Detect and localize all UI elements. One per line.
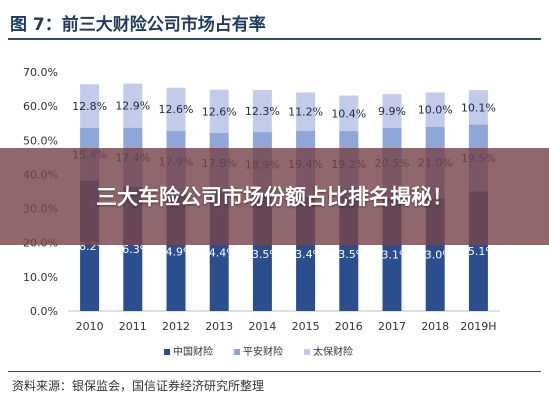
data-label: 33.1% xyxy=(375,248,410,261)
source-note: 资料来源：银保监会，国信证券经济研究所整理 xyxy=(12,379,265,393)
bar-3 xyxy=(296,92,316,131)
data-label: 10.1% xyxy=(461,101,496,114)
bar-3 xyxy=(252,90,272,133)
bar-3 xyxy=(382,94,402,128)
y-tick-label: 70.0% xyxy=(23,66,58,79)
bar-3 xyxy=(209,89,229,133)
data-label: 35.1% xyxy=(461,245,496,258)
data-label: 12.6% xyxy=(202,105,237,118)
x-tick-label: 2014 xyxy=(248,320,276,333)
data-label: 10.0% xyxy=(418,104,453,117)
bar-3 xyxy=(80,84,100,128)
legend-swatch xyxy=(304,349,310,355)
legend-swatch xyxy=(164,349,170,355)
data-label: 36.3% xyxy=(115,243,150,256)
data-label: 11.2% xyxy=(288,106,323,119)
headline-text: 三大车险公司市场份额占比排名揭秘！ xyxy=(96,184,453,209)
y-tick-label: 60.0% xyxy=(23,100,58,113)
data-label: 34.9% xyxy=(159,245,194,258)
data-label: 12.6% xyxy=(159,103,194,116)
legend-label: 太保财险 xyxy=(313,345,353,358)
x-tick-label: 2019H xyxy=(460,320,496,333)
legend-swatch xyxy=(234,349,240,355)
data-label: 33.5% xyxy=(331,248,366,261)
bar-3 xyxy=(166,87,186,131)
y-tick-label: 0.0% xyxy=(30,305,58,318)
data-label: 10.4% xyxy=(331,107,366,120)
x-tick-label: 2017 xyxy=(378,320,406,333)
data-label: 33.5% xyxy=(245,248,280,261)
data-label: 12.9% xyxy=(115,100,150,113)
y-tick-label: 50.0% xyxy=(23,134,58,147)
x-tick-label: 2015 xyxy=(292,320,320,333)
figure-title: 图 7：前三大财险公司市场占有率 xyxy=(10,15,266,35)
data-label: 33.4% xyxy=(288,248,323,261)
bar-3 xyxy=(425,92,445,127)
data-label: 12.3% xyxy=(245,105,280,118)
y-tick-label: 10.0% xyxy=(23,271,58,284)
bar-3 xyxy=(468,90,488,125)
data-label: 33.0% xyxy=(418,249,453,262)
legend-label: 平安财险 xyxy=(243,345,283,358)
data-label: 12.8% xyxy=(72,100,107,113)
x-tick-label: 2018 xyxy=(421,320,449,333)
legend-label: 中国财险 xyxy=(173,345,213,358)
bar-3 xyxy=(339,95,359,132)
source-divider xyxy=(8,371,541,372)
x-tick-label: 2011 xyxy=(119,320,147,333)
x-tick-label: 2010 xyxy=(76,320,104,333)
title-divider xyxy=(8,38,541,40)
data-label: 9.9% xyxy=(378,105,406,118)
x-tick-label: 2012 xyxy=(162,320,190,333)
x-tick-label: 2013 xyxy=(205,320,233,333)
bar-3 xyxy=(123,83,143,128)
data-label: 34.4% xyxy=(202,246,237,259)
x-tick-label: 2016 xyxy=(335,320,363,333)
headline-banner: 三大车险公司市场份额占比排名揭秘！ xyxy=(0,148,549,245)
